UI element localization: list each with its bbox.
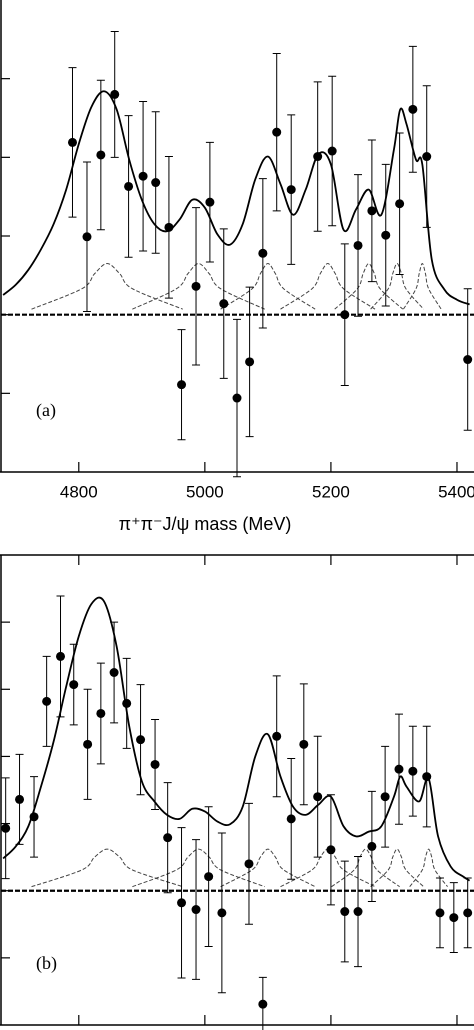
component-curve bbox=[31, 848, 183, 888]
component-curve bbox=[402, 263, 442, 310]
data-point bbox=[83, 739, 93, 749]
data-point bbox=[232, 393, 242, 403]
panel-label: (b) bbox=[36, 953, 57, 974]
data-point bbox=[463, 355, 473, 365]
data-point bbox=[56, 651, 66, 661]
component-curve bbox=[370, 848, 424, 888]
x-tick-label: 4800 bbox=[60, 482, 98, 501]
x-tick-label: 5400 bbox=[438, 482, 474, 501]
data-point bbox=[205, 197, 215, 207]
data-point bbox=[408, 104, 418, 114]
data-point bbox=[136, 735, 146, 745]
data-point bbox=[299, 739, 309, 749]
data-point bbox=[435, 908, 445, 918]
data-point bbox=[191, 905, 201, 915]
data-point bbox=[217, 908, 227, 918]
data-point bbox=[394, 764, 404, 774]
data-point bbox=[219, 299, 229, 309]
data-point bbox=[42, 696, 52, 706]
data-point bbox=[381, 230, 391, 240]
data-point bbox=[110, 89, 120, 99]
data-point bbox=[313, 792, 323, 802]
data-point bbox=[463, 908, 473, 918]
component-curve bbox=[132, 263, 265, 310]
data-point bbox=[15, 794, 25, 804]
data-point bbox=[124, 181, 134, 191]
panel-label: (a) bbox=[36, 400, 56, 421]
component-curve bbox=[132, 848, 265, 888]
data-point bbox=[69, 680, 79, 690]
data-point bbox=[326, 845, 336, 855]
data-point bbox=[422, 152, 432, 162]
x-axis-label: π⁺π⁻J/ψ mass (MeV) bbox=[119, 514, 292, 534]
component-curve bbox=[220, 848, 316, 888]
component-curve bbox=[280, 263, 376, 310]
data-point bbox=[327, 146, 337, 156]
data-point bbox=[163, 833, 173, 843]
component-curve bbox=[31, 263, 183, 310]
data-point bbox=[191, 281, 201, 291]
data-point bbox=[367, 841, 377, 851]
data-point bbox=[67, 137, 77, 147]
data-point bbox=[82, 232, 92, 242]
data-point bbox=[109, 668, 119, 677]
component-curve bbox=[220, 263, 316, 310]
data-point bbox=[164, 222, 174, 232]
fit-curve bbox=[2, 90, 470, 306]
x-tick-label: 5000 bbox=[186, 482, 224, 501]
data-point bbox=[286, 185, 296, 195]
data-point bbox=[353, 240, 363, 250]
data-point bbox=[96, 708, 106, 718]
component-curve bbox=[409, 848, 448, 887]
data-point bbox=[408, 766, 418, 776]
data-point bbox=[151, 178, 161, 188]
component-curve bbox=[370, 263, 424, 310]
fit-curve bbox=[2, 596, 471, 882]
data-point bbox=[150, 759, 160, 769]
data-point bbox=[380, 792, 390, 802]
x-tick-label: 5200 bbox=[312, 482, 350, 501]
data-point bbox=[1, 823, 11, 833]
data-point bbox=[138, 171, 148, 181]
data-point bbox=[177, 380, 187, 390]
data-point bbox=[177, 898, 187, 908]
data-point bbox=[204, 872, 214, 882]
data-point bbox=[122, 698, 132, 708]
data-point bbox=[245, 357, 255, 367]
data-point bbox=[286, 814, 296, 824]
data-point bbox=[367, 206, 377, 216]
data-point bbox=[272, 731, 282, 741]
data-point bbox=[353, 907, 363, 917]
data-point bbox=[258, 248, 268, 258]
data-point bbox=[313, 152, 323, 162]
data-point bbox=[258, 999, 268, 1009]
data-point bbox=[29, 812, 39, 822]
data-point bbox=[340, 907, 350, 917]
data-point bbox=[340, 310, 350, 320]
data-point bbox=[272, 127, 282, 137]
data-point bbox=[449, 913, 459, 923]
data-point bbox=[422, 772, 432, 782]
data-point bbox=[244, 859, 254, 869]
component-curve bbox=[334, 263, 404, 310]
data-point bbox=[96, 150, 106, 160]
data-point bbox=[395, 199, 405, 209]
